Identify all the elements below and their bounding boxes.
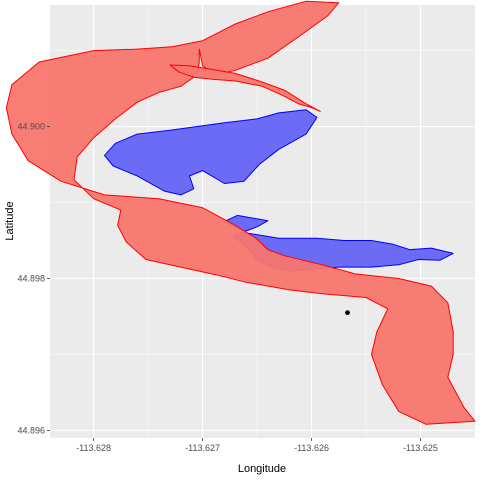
x-tick-label: -113.628: [76, 443, 111, 453]
y-tick-label: 44.896: [17, 425, 45, 435]
y-tick-label: 44.898: [17, 273, 45, 283]
y-axis-ticks: 44.896 44.898 44.900: [17, 122, 50, 435]
x-tick-label: -113.625: [403, 443, 438, 453]
location-point: [345, 310, 350, 316]
map-points: [345, 310, 350, 316]
channel-polygon-1: [5, 0, 476, 425]
x-axis-ticks: -113.628 -113.627 -113.626 -113.625: [76, 438, 438, 453]
channel-polygon-2: [169, 64, 321, 112]
pond-polygon-1: [104, 109, 318, 196]
y-axis-title: Latitude: [4, 201, 16, 240]
x-tick-label: -113.626: [294, 443, 329, 453]
x-tick-label: -113.627: [185, 443, 220, 453]
map-layers: [5, 0, 476, 425]
x-axis-title: Longitude: [238, 463, 286, 475]
y-tick-label: 44.900: [17, 122, 45, 132]
